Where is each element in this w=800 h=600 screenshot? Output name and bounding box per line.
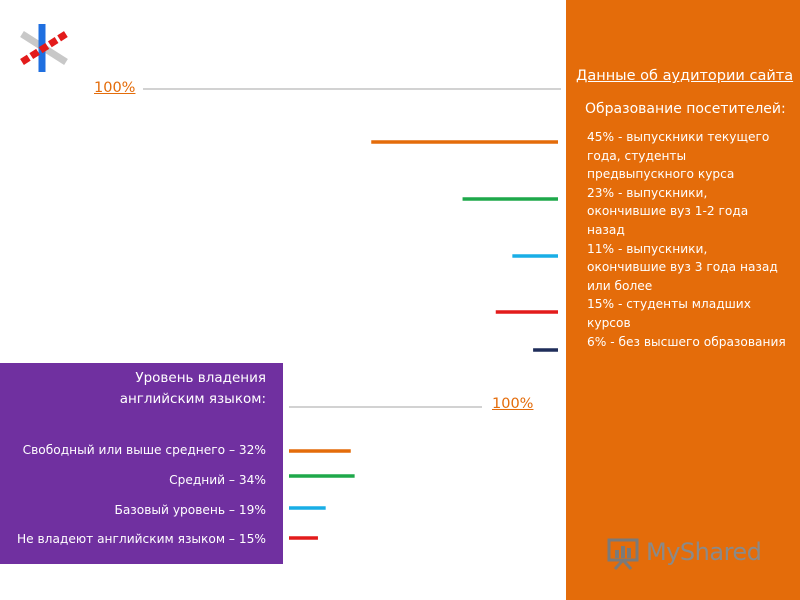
watermark: MyShared (606, 536, 766, 572)
education-item: 45% - выпускники текущего года, студенты… (587, 130, 770, 182)
english-panel (0, 363, 283, 564)
panel-title[interactable]: Данные об аудитории сайта (576, 68, 794, 84)
education-chart (143, 88, 561, 352)
education-item: 23% - выпускники, окончившие вуз 1-2 год… (587, 185, 749, 237)
english-label: Свободный или выше среднего – 32% (22, 443, 266, 457)
scale-label-bottom: 100% (492, 396, 534, 412)
scale-label-top: 100% (94, 80, 136, 96)
english-chart (289, 406, 482, 540)
education-item: 11% - выпускники, окончившие вуз 3 года … (587, 241, 778, 293)
presentation-icon (607, 538, 639, 570)
audience-panel (566, 0, 800, 600)
education-item: 6% - без высшего образования (587, 334, 786, 349)
panel-subtitle: Образование посетителей: (585, 101, 786, 117)
education-list: 45% - выпускники текущего года, студенты… (587, 128, 787, 351)
english-title: Уровень владения английским языком: (119, 370, 266, 407)
watermark-text: MyShared (646, 538, 762, 566)
english-label: Базовый уровень – 19% (114, 503, 266, 517)
english-label: Средний – 34% (169, 473, 266, 487)
education-item: 15% - студенты младших курсов (587, 297, 751, 330)
english-label: Не владеют английским языком – 15% (16, 532, 266, 546)
logo-icon (20, 24, 68, 72)
